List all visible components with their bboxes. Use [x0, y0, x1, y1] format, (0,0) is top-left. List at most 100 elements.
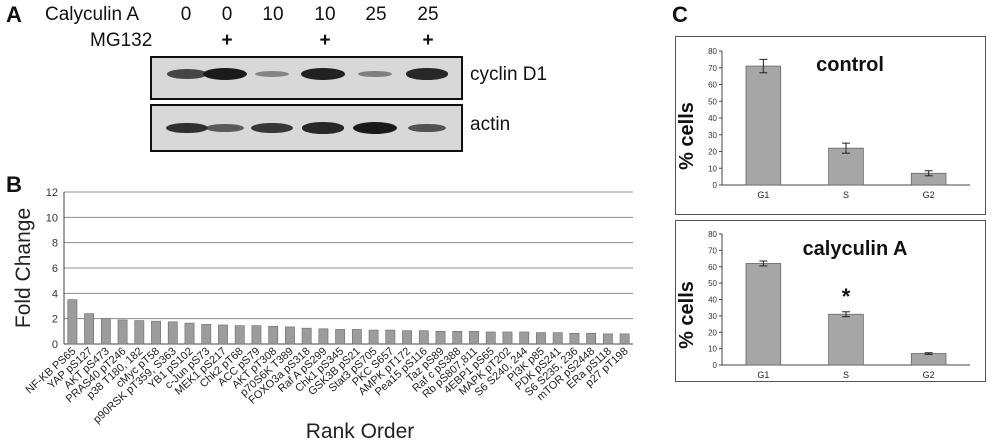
blot-band — [251, 122, 293, 134]
mg132-row-label: MG132 — [90, 30, 153, 51]
panel-label-a: A — [6, 2, 22, 27]
x-tick-label: G1 — [757, 370, 769, 380]
blot-band — [407, 123, 447, 133]
bar — [586, 332, 597, 345]
bar — [67, 299, 78, 345]
bar — [335, 329, 346, 345]
y-tick-label: 80 — [708, 47, 717, 56]
y-tick-label: 80 — [708, 230, 717, 239]
y-tick-label: 70 — [708, 64, 717, 73]
y-tick-label: 12 — [46, 187, 58, 199]
calyculin-lane-4: 10 — [314, 4, 336, 25]
bar — [469, 331, 479, 345]
blot-band — [353, 122, 397, 134]
bar — [84, 313, 95, 345]
panel-label-c: C — [672, 2, 688, 27]
x-tick-label: G2 — [923, 190, 935, 200]
y-tick-label: 30 — [708, 131, 717, 140]
mg132-lane-4: + — [319, 30, 331, 51]
bar — [502, 331, 513, 345]
bar — [151, 320, 161, 345]
bar — [218, 324, 228, 345]
y-tick-label: 0 — [52, 339, 58, 351]
chart-title: calyculin A — [803, 238, 908, 260]
blot-band — [167, 69, 207, 79]
bar — [745, 65, 782, 186]
y-tick-label: 40 — [708, 114, 717, 123]
bar — [745, 263, 782, 366]
cyclin-d1-blot — [150, 56, 463, 100]
calyculin-lane-5: 25 — [365, 4, 387, 25]
y-axis-label: % cells — [676, 102, 698, 170]
y-tick-label: 50 — [708, 97, 717, 106]
y-tick-label: 40 — [708, 296, 717, 305]
calyculin-lane-3: 10 — [262, 4, 284, 25]
control-cell-cycle-chart: 0 10 20 30 40 50 60 70 80 G1 S G2 control % cells — [676, 47, 970, 200]
bar — [418, 330, 429, 345]
calyculin-lane-1: 0 — [180, 4, 192, 25]
x-tick-label: S — [843, 370, 849, 380]
bar — [602, 333, 613, 345]
bar — [285, 326, 295, 345]
bar — [435, 331, 446, 345]
bar — [402, 330, 412, 345]
bar — [351, 329, 362, 345]
bar — [828, 147, 864, 186]
calyculin-row-label: Calyculin A — [45, 4, 139, 25]
x-tick-label: S — [843, 190, 849, 200]
bar — [251, 325, 262, 345]
actin-blot — [150, 104, 463, 152]
y-tick-label: 60 — [708, 263, 717, 272]
calyculin-lane-2: 0 — [221, 4, 233, 25]
calyculin-cell-cycle-chart: 0 10 20 30 40 50 60 70 80 G1 S * G2 calyculin A % cell… — [676, 230, 970, 380]
bar — [184, 322, 195, 345]
y-axis-label: Fold Change — [12, 208, 35, 328]
bar — [167, 321, 178, 345]
bar — [485, 331, 496, 345]
x-axis-label: Rank Order — [306, 420, 415, 443]
y-tick-label: 4 — [52, 288, 58, 300]
y-tick-label: 10 — [708, 345, 717, 354]
y-tick-label: 2 — [52, 314, 58, 326]
calyculin-chart-frame — [675, 220, 986, 382]
bar — [569, 332, 580, 345]
bar — [134, 320, 145, 345]
y-tick-label: 6 — [52, 263, 58, 275]
blot-band — [255, 71, 289, 77]
y-tick-label: 20 — [708, 148, 717, 157]
blot-band — [166, 122, 208, 134]
bar — [552, 332, 563, 345]
bar — [385, 329, 396, 345]
bar — [268, 325, 279, 345]
blot-band — [301, 122, 345, 134]
bar — [452, 331, 463, 345]
x-tick-label: G2 — [923, 370, 935, 380]
blot-band — [203, 68, 247, 80]
bar — [828, 313, 864, 366]
y-tick-label: 0 — [713, 361, 718, 370]
x-tick-label: G1 — [757, 190, 769, 200]
y-tick-label: 50 — [708, 279, 717, 288]
y-tick-label: 10 — [46, 212, 58, 224]
y-tick-label: 70 — [708, 246, 717, 255]
mg132-lane-2: + — [221, 30, 233, 51]
chart-title: control — [816, 54, 884, 76]
blot-band — [206, 123, 244, 133]
bar — [201, 324, 212, 345]
panel-label-b: B — [6, 172, 22, 197]
blot-band — [357, 70, 393, 78]
bar — [318, 328, 329, 345]
y-tick-label: 20 — [708, 328, 717, 337]
bar — [910, 353, 947, 366]
bar — [117, 319, 128, 345]
y-tick-label: 60 — [708, 81, 717, 90]
bar — [536, 332, 546, 345]
control-chart-frame — [675, 36, 986, 215]
blot-band — [405, 68, 449, 80]
y-axis-label: % cells — [676, 281, 698, 349]
y-tick-label: 30 — [708, 312, 717, 321]
blot-band — [301, 68, 345, 80]
y-tick-label: 8 — [52, 238, 58, 250]
actin-label: actin — [470, 114, 511, 135]
